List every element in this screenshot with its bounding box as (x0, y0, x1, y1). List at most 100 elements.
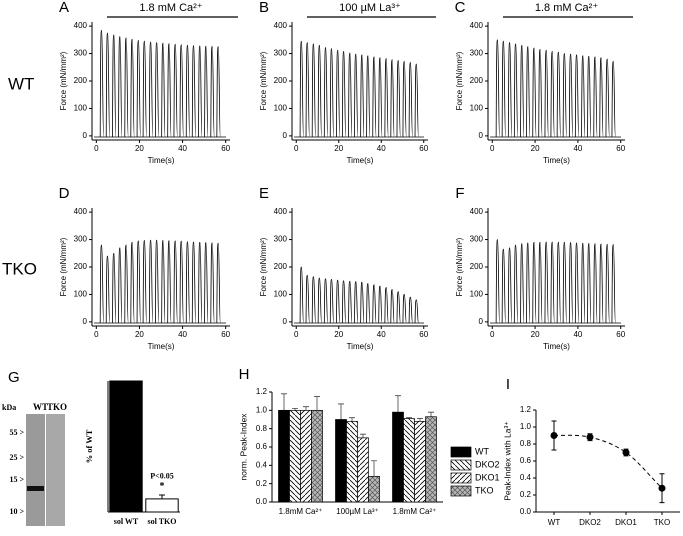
y-tick-label: 400 (74, 207, 88, 216)
x-tick-label: 0 (490, 144, 495, 153)
x-tick-label: 60 (616, 330, 625, 339)
x-tick-label: sol WT (114, 517, 139, 526)
y-tick-label: 100 (274, 290, 288, 299)
twitch (372, 284, 377, 324)
x-tick-label: 40 (573, 330, 582, 339)
panel-letter: C (455, 0, 466, 16)
twitch (532, 47, 537, 138)
y-axis-label: Force (mN/mm²) (259, 51, 268, 110)
y-tick-label: 100 (470, 104, 484, 113)
point (550, 432, 558, 439)
x-axis-label: Time(s) (148, 156, 175, 165)
blot-marker: 10 > (9, 507, 24, 516)
twitch (191, 45, 197, 138)
y-tick-label: 200 (74, 76, 88, 85)
twitch (329, 278, 335, 324)
twitch (544, 49, 549, 138)
y-tick-label: 400 (274, 21, 288, 30)
blot-lane: WT (33, 402, 48, 412)
twitch (336, 49, 341, 138)
panel-letter: H (239, 366, 250, 383)
twitch (354, 281, 359, 324)
bar (300, 409, 312, 503)
blot-marker: 15 > (9, 475, 24, 484)
twitch (495, 39, 500, 138)
point (586, 433, 594, 441)
y-axis-label: norm. Peak-Index (238, 413, 248, 481)
error-bar (281, 393, 287, 411)
twitch (538, 241, 543, 324)
y-tick-label: 400 (274, 207, 288, 216)
bar (403, 418, 415, 503)
legend-swatch (450, 485, 472, 497)
blot-lane-image (26, 414, 45, 526)
twitch (556, 241, 561, 324)
bar (289, 409, 301, 503)
chart-title: 100 µM La³⁺ (339, 2, 401, 14)
twitch (526, 242, 531, 324)
blot-marker: 55 > (9, 428, 24, 437)
twitch (130, 241, 135, 324)
y-tick-label: 400 (74, 21, 88, 30)
blot-lane: TKO (47, 402, 67, 412)
twitch (593, 56, 598, 138)
twitch (562, 241, 567, 324)
twitch (605, 58, 610, 138)
error-bar (360, 433, 366, 438)
twitch (124, 244, 129, 324)
twitch (538, 49, 543, 138)
bar (425, 416, 437, 503)
twitch (105, 255, 111, 324)
twitch (532, 241, 537, 324)
fit-curve (553, 434, 663, 489)
legend-swatch (450, 472, 472, 484)
twitch (167, 43, 172, 138)
error-bar (159, 494, 165, 499)
twitch (599, 57, 604, 138)
twitch (501, 248, 506, 324)
panel-letter: F (455, 185, 464, 202)
twitch (341, 50, 347, 138)
x-tick-label: 20 (334, 330, 343, 339)
twitch (136, 240, 141, 324)
y-tick-label: 0.4 (256, 460, 268, 469)
bar (311, 409, 323, 503)
twitch (311, 43, 316, 138)
x-tick-label: 40 (377, 330, 386, 339)
y-tick-label: 300 (74, 235, 88, 244)
twitch (148, 41, 154, 138)
y-tick-label: 400 (470, 207, 484, 216)
twitch (360, 54, 365, 138)
y-tick-label: 200 (274, 262, 288, 271)
error-bar (314, 396, 320, 411)
twitch (99, 244, 105, 324)
row-label: TKO (2, 259, 37, 278)
y-axis-label: Force (mN/mm²) (59, 237, 68, 296)
twitch (311, 276, 316, 324)
chart-title: 1.8 mM Ca²⁺ (139, 2, 202, 14)
bar (414, 420, 426, 503)
twitch (136, 39, 141, 138)
twitch (360, 281, 365, 324)
blot-units: kDa (2, 403, 16, 412)
panel-letter: D (59, 185, 70, 202)
y-tick-label: 200 (74, 262, 88, 271)
twitch (378, 57, 383, 138)
y-tick-label: 300 (274, 49, 288, 58)
legend-label: DKO1 (475, 472, 500, 482)
y-tick-label: 0.2 (256, 479, 268, 488)
x-tick-label: 1.8mM Ca²⁺ (279, 507, 323, 516)
bar (368, 475, 380, 503)
twitch (605, 243, 610, 324)
twitch (210, 46, 215, 138)
row-label: WT (8, 74, 34, 93)
twitch (507, 247, 513, 324)
error-bar (395, 395, 401, 413)
twitch (299, 40, 304, 138)
twitch (402, 60, 407, 138)
twitch (348, 280, 353, 324)
x-tick-label: 60 (221, 144, 230, 153)
twitch (341, 280, 347, 324)
twitch (323, 278, 329, 324)
y-tick-label: 0.4 (520, 473, 532, 482)
